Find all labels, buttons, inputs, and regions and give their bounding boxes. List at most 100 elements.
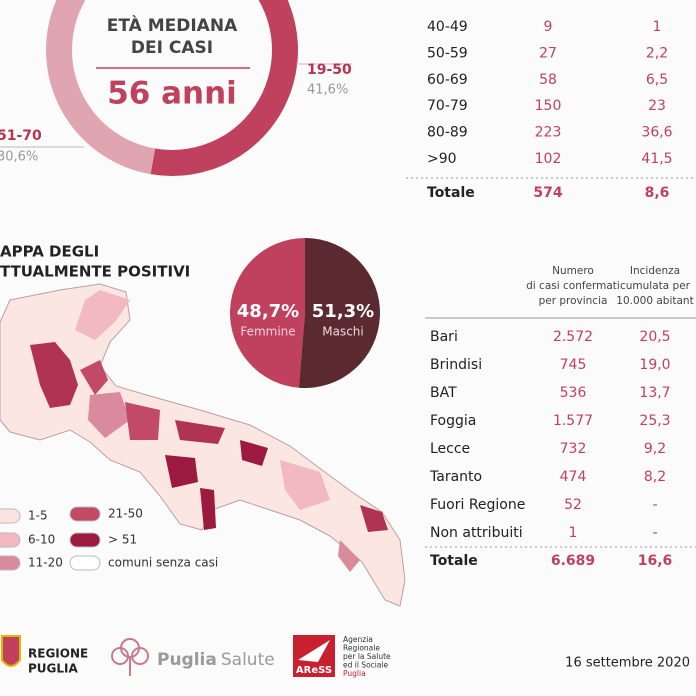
legend-label: 21-50 (108, 507, 143, 521)
table-value: 52 (564, 497, 582, 513)
table-value: 41,5 (641, 151, 672, 167)
aress-text: ed il Sociale (343, 661, 389, 670)
table-label: BAT (430, 385, 457, 401)
table-value: 223 (535, 125, 562, 141)
legend-label: 1-5 (28, 509, 48, 523)
donut-title: DEI CASI (131, 38, 213, 58)
table-value: 574 (533, 185, 562, 201)
table-value: 150 (535, 98, 562, 114)
table-value: 1.577 (553, 413, 593, 429)
table-label: Totale (427, 185, 475, 201)
table-label: 70-79 (427, 98, 468, 114)
median-age: 56 anni (107, 76, 237, 112)
table-value: 9,2 (644, 441, 666, 457)
table-value: 8,6 (645, 185, 670, 201)
table-value: 102 (535, 151, 562, 167)
date: 16 settembre 2020 (565, 656, 690, 671)
table-value: 474 (560, 469, 587, 485)
table-label: 50-59 (427, 45, 468, 61)
pie-label: Maschi (322, 325, 364, 339)
district (240, 440, 268, 466)
aress-logo-text: AReSS (296, 665, 332, 676)
regione-emblem (1, 635, 21, 667)
table-value: 19,0 (639, 357, 670, 373)
table-value: 27 (539, 45, 557, 61)
pie-value: 51,3% (312, 301, 374, 322)
salute-icon (111, 638, 149, 676)
table-header: Numero (552, 265, 594, 277)
legend-swatch (69, 506, 101, 522)
table-value: 1 (653, 19, 662, 35)
table-label: Foggia (430, 413, 476, 429)
regione-text: REGIONE (28, 647, 88, 661)
table-value: - (652, 525, 657, 541)
table-value: 8,2 (644, 469, 666, 485)
legend-swatch (69, 532, 101, 548)
icon-part (111, 647, 129, 665)
table-label: 40-49 (427, 19, 468, 35)
map-legend: 1-5 6-10 11-20 21-50 > 51 comuni senza casi (0, 506, 218, 571)
table-label: Brindisi (430, 357, 482, 373)
table-label: 80-89 (427, 125, 468, 141)
aress-text: Puglia (343, 669, 366, 678)
legend-label: 11-20 (28, 556, 63, 570)
table-header: 10.000 abitant (616, 295, 693, 307)
table-value: 2.572 (553, 329, 593, 345)
map-title: TTUALMENTE POSITIVI (0, 263, 190, 281)
table-value: 732 (560, 441, 587, 457)
table-label: Non attribuiti (430, 525, 523, 541)
district (280, 460, 330, 510)
table-value: 745 (560, 357, 587, 373)
segment-value: 30,6% (0, 150, 38, 165)
pie-slice (298, 238, 381, 389)
table-value: 16,6 (638, 553, 673, 569)
legend-swatch (0, 508, 21, 524)
table-label: >90 (427, 151, 457, 167)
table-value: 2,2 (646, 45, 668, 61)
segment-value: 41,6% (307, 83, 348, 98)
table-label: Bari (430, 329, 458, 345)
table-header: per provincia (539, 295, 608, 307)
table-value: 1 (569, 525, 578, 541)
legend-swatch (0, 532, 21, 548)
legend-label: 6-10 (28, 533, 55, 547)
district (200, 488, 216, 530)
pie-value: 48,7% (237, 301, 299, 322)
table-label: Lecce (430, 441, 470, 457)
aress-logo-mark (298, 640, 330, 662)
district (75, 290, 130, 340)
aress-text: per la Salute (343, 652, 391, 661)
aress-text: Agenzia (343, 635, 373, 644)
district (30, 342, 78, 408)
aress-text: Regionale (343, 644, 380, 653)
puglia-map (0, 283, 406, 607)
salute-text: Puglia Salute (157, 650, 275, 670)
district (175, 420, 225, 444)
table-value: 13,7 (639, 385, 670, 401)
regione-text: PUGLIA (28, 662, 79, 676)
district (125, 402, 160, 440)
salute-text: Salute (221, 650, 275, 670)
legend-label: > 51 (108, 533, 137, 547)
legend-swatch (69, 555, 101, 571)
pie-slice (230, 238, 305, 388)
table-header: Incidenza (630, 265, 680, 277)
table-label: Totale (430, 553, 478, 569)
pie-label: Femmine (240, 325, 295, 339)
district (88, 392, 130, 438)
donut-title: ETÀ MEDIANA (107, 14, 238, 36)
segment-label: 19-50 (307, 62, 352, 78)
table-value: 536 (560, 385, 587, 401)
table-value: 6.689 (551, 553, 595, 569)
legend-swatch (0, 555, 21, 571)
district (338, 540, 360, 572)
table-value: 25,3 (639, 413, 670, 429)
donut-segment (46, 0, 156, 175)
table-header: di casi confermati (526, 280, 620, 292)
table-label: Fuori Regione (430, 497, 525, 513)
legend-label: comuni senza casi (108, 556, 218, 570)
sex-pie: 48,7% Femmine 51,3% Maschi (230, 238, 381, 389)
district (360, 505, 388, 532)
tables: 40-49 9 1 50-59 27 2,2 60-69 58 6,5 70-79 150 23 80-… (406, 19, 696, 569)
